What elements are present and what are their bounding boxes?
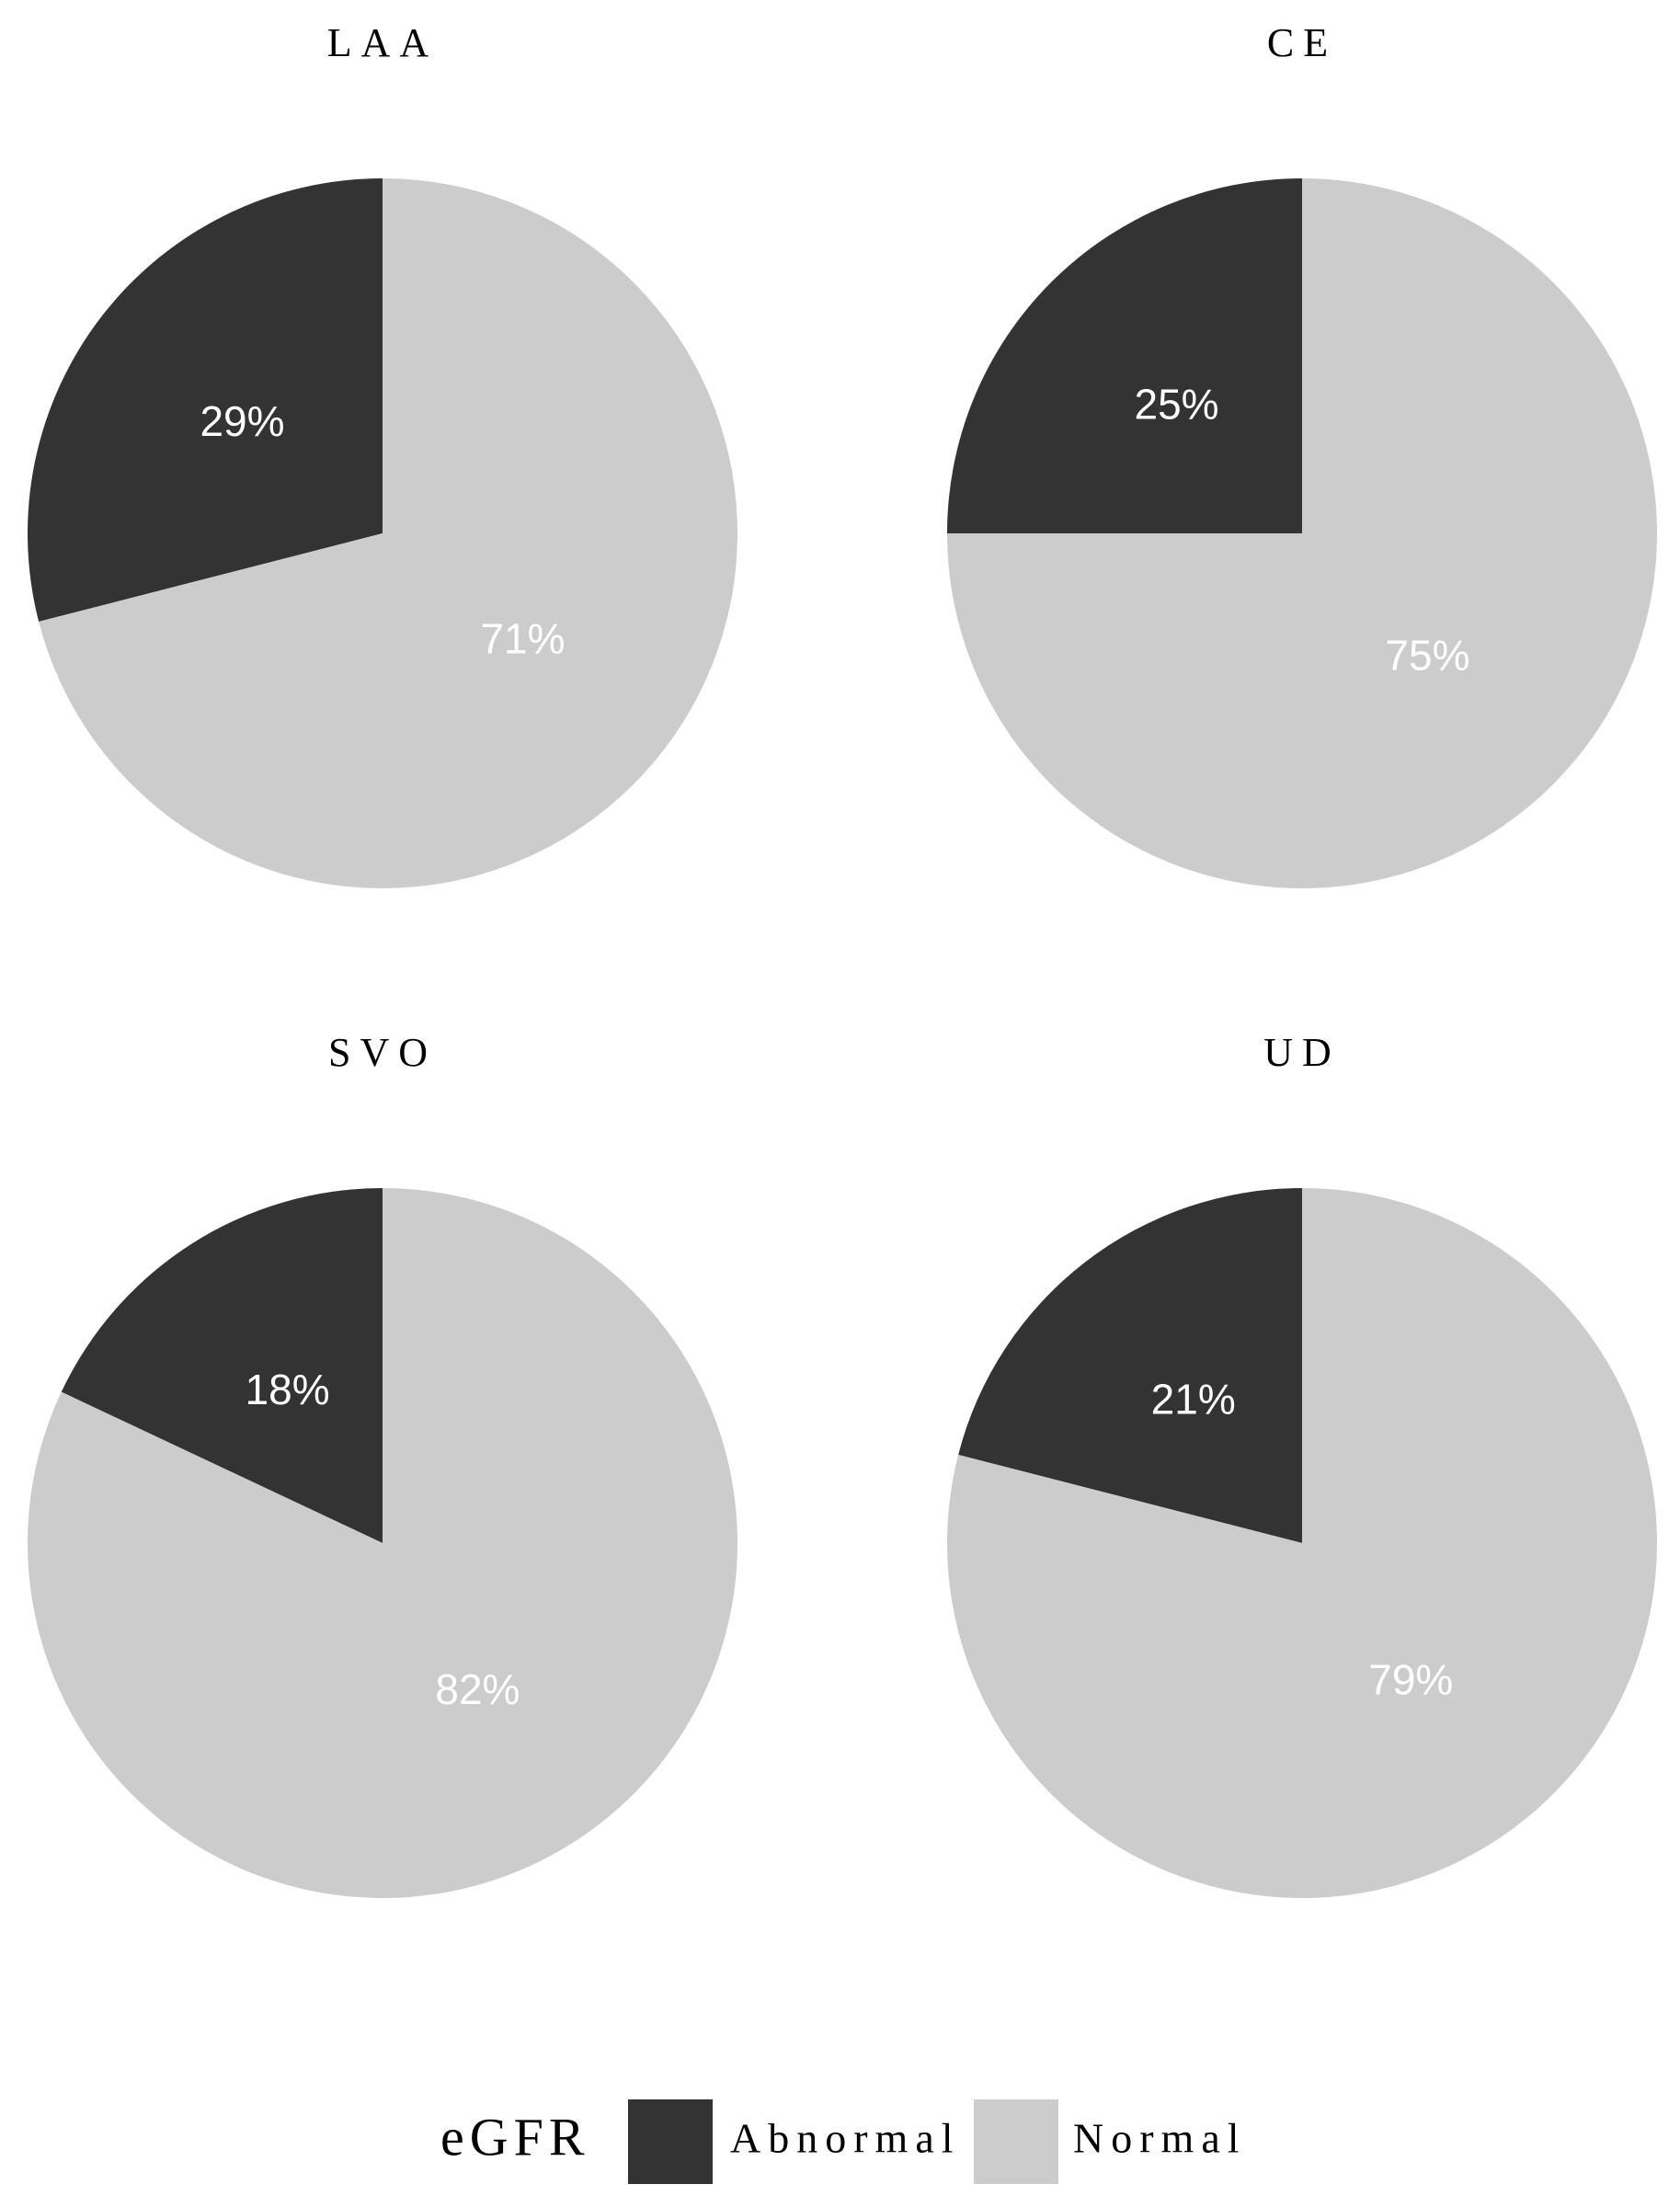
data-label: 25% (1134, 381, 1218, 429)
legend-label: Abnormal (730, 2115, 961, 2162)
legend-swatch (628, 2099, 713, 2184)
data-label: 79% (1368, 1656, 1453, 1704)
legend-swatch (974, 2099, 1058, 2184)
pie-slice (947, 178, 1657, 888)
legend-label: Normal (1073, 2115, 1247, 2162)
pie-slice (28, 178, 383, 622)
pie-slice (39, 178, 738, 888)
pie-slice (947, 1188, 1657, 1898)
pie-slice (958, 1188, 1302, 1543)
legend-title: eGFR (440, 2107, 590, 2167)
chart-title: UD (1263, 1030, 1341, 1075)
pie-slice (61, 1187, 383, 1543)
data-label: 75% (1385, 632, 1469, 680)
pie-slice (947, 178, 1302, 533)
pie-slice (27, 1188, 737, 1898)
data-label: 82% (435, 1665, 520, 1713)
data-label: 18% (246, 1366, 330, 1413)
data-label: 21% (1151, 1376, 1236, 1424)
data-label: 29% (200, 397, 284, 445)
chart-title: CE (1267, 20, 1337, 65)
data-label: 71% (480, 614, 565, 662)
chart-title: SVO (328, 1030, 437, 1075)
chart-title: LAA (327, 20, 438, 65)
